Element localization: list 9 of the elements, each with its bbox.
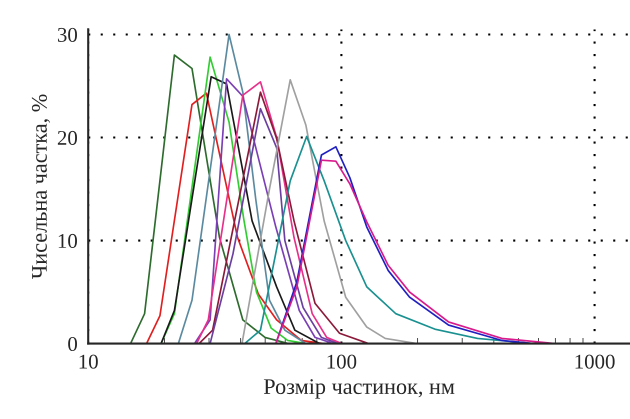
x-tick-label: 10 <box>80 354 98 369</box>
y-axis-title: Чисельна частка, % <box>32 94 50 279</box>
y-tick-label: 20 <box>58 130 77 145</box>
y-tick-label: 10 <box>58 234 77 248</box>
y-tick-label: 30 <box>58 28 77 42</box>
x-tick-label: 1000 <box>576 354 615 369</box>
x-tick-label: 100 <box>328 354 356 369</box>
y-tick-label: 0 <box>68 336 77 352</box>
x-axis-title: Розмір частинок, нм <box>264 379 454 399</box>
